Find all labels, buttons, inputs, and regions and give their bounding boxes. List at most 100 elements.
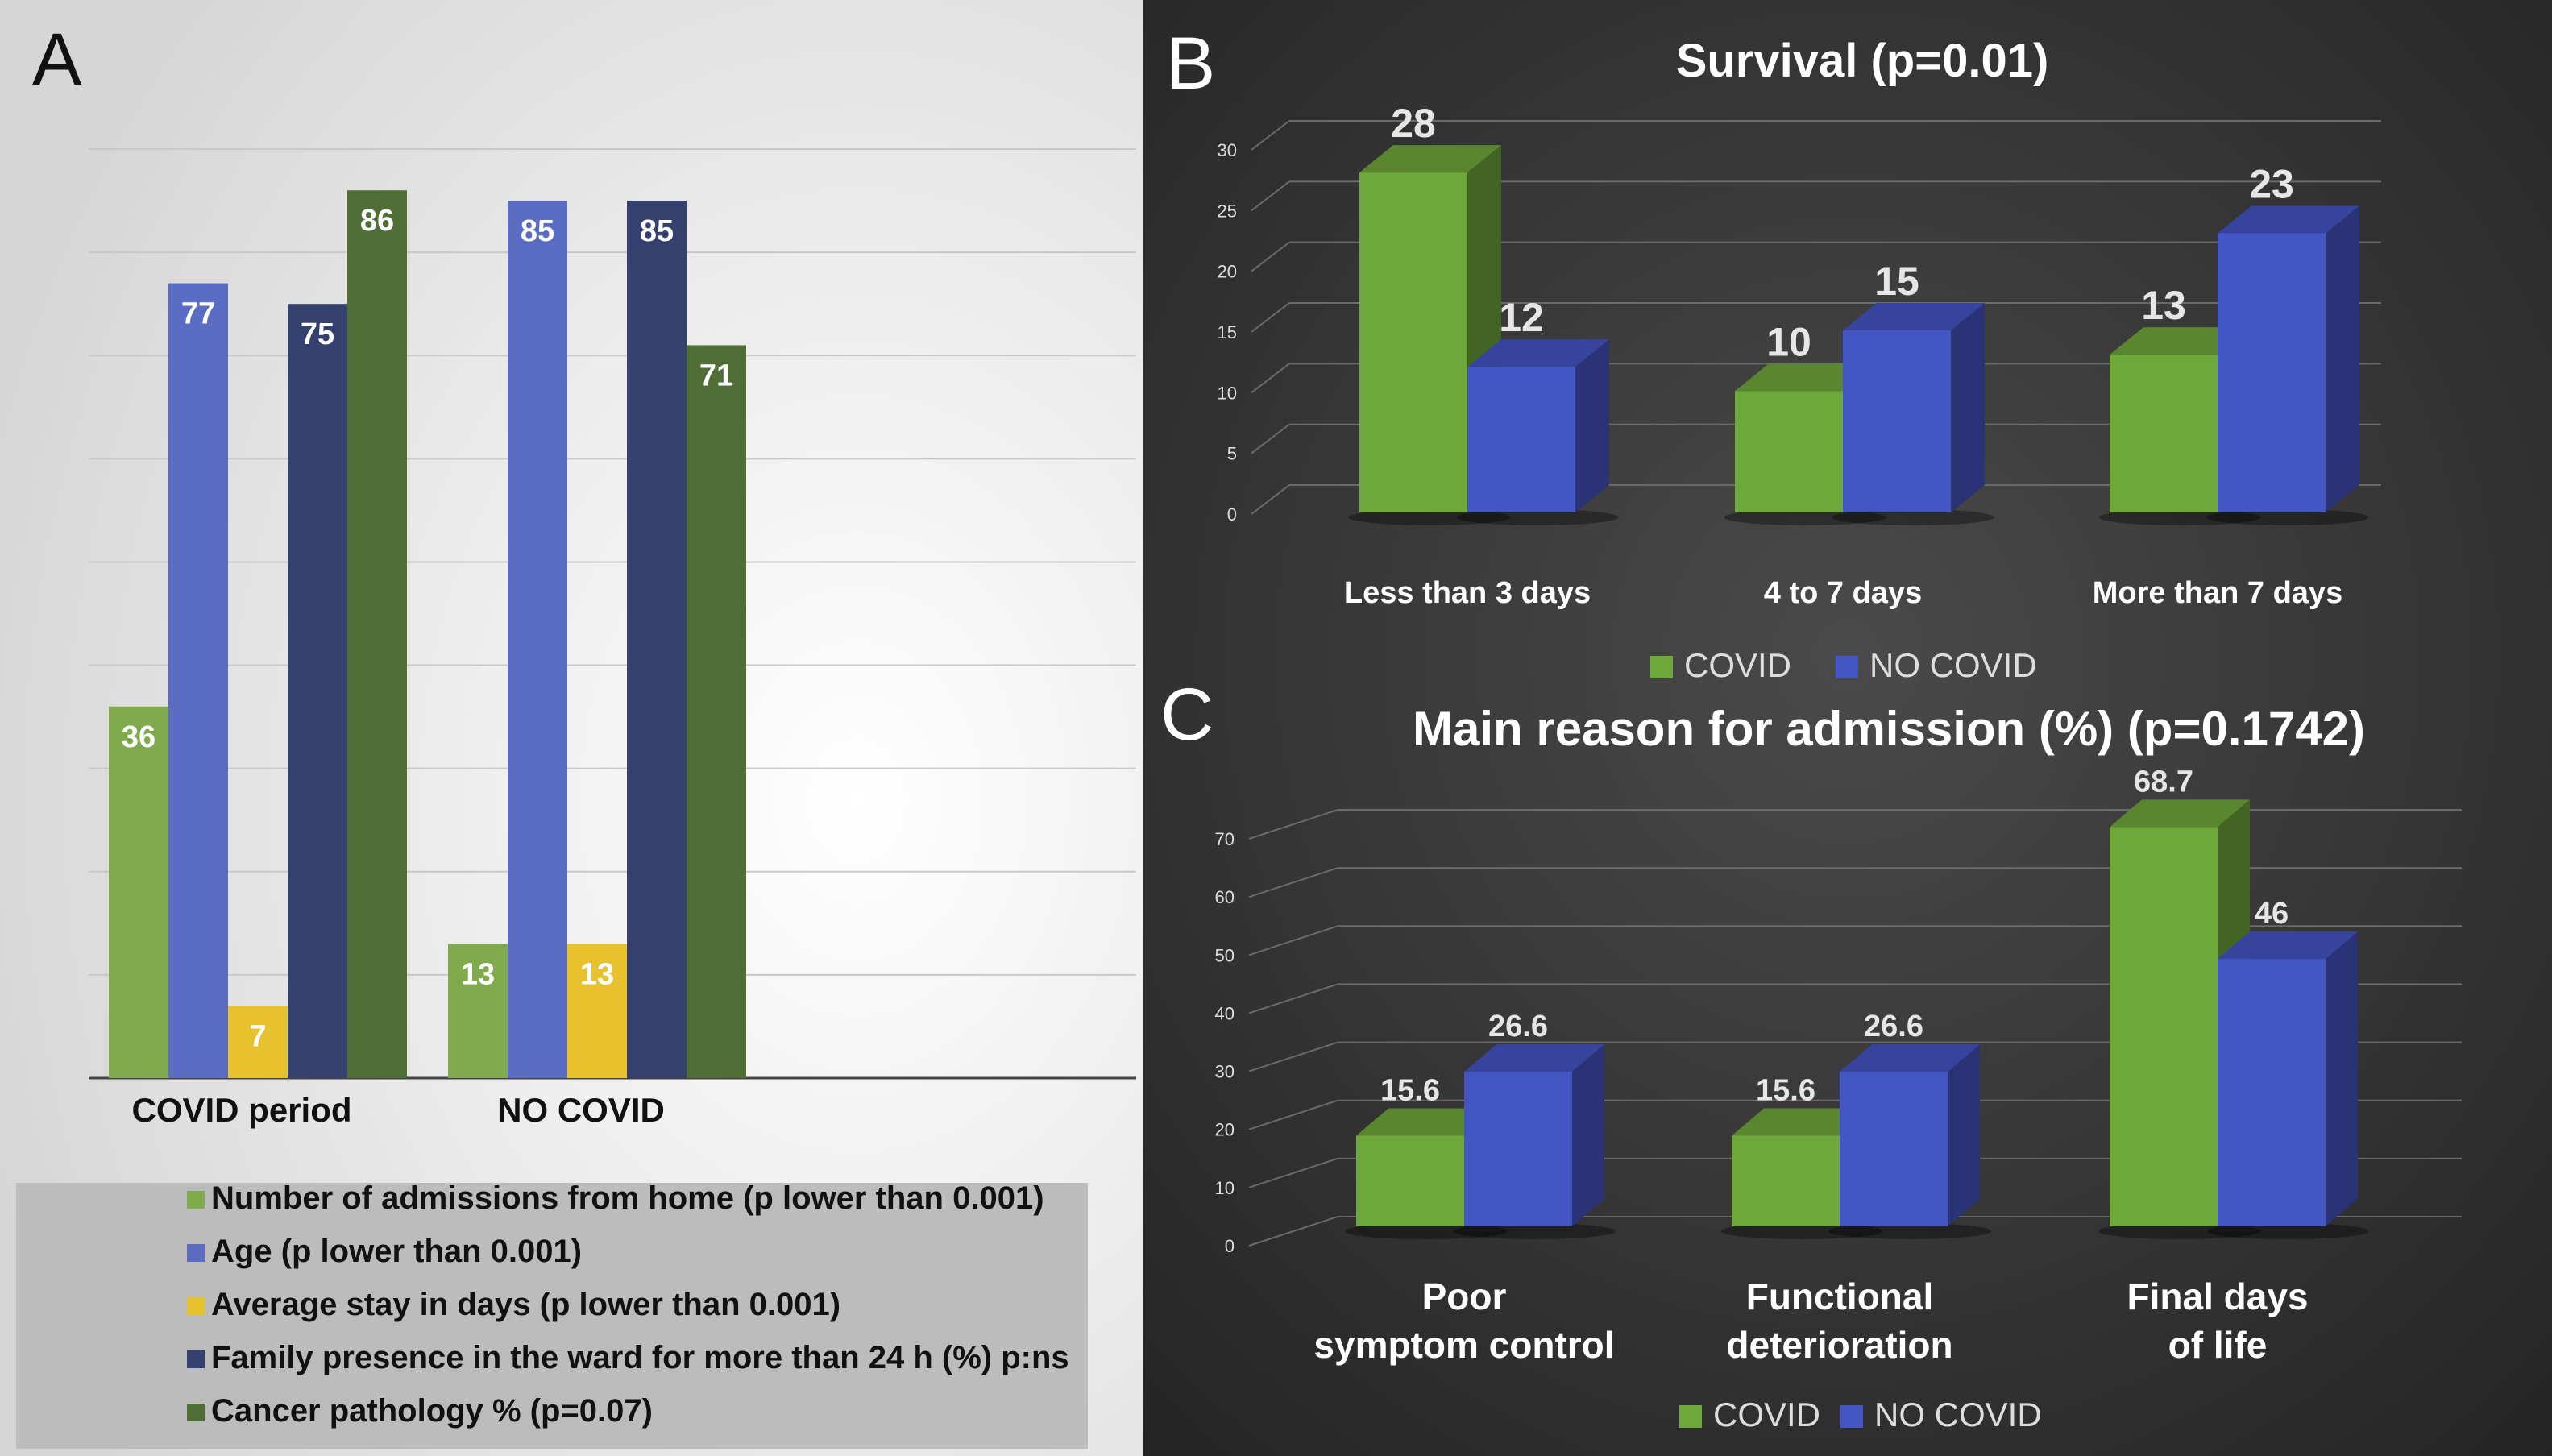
bar [1843, 330, 1951, 512]
legend-swatch [1679, 1405, 1702, 1428]
category-label: Functional [1746, 1276, 1934, 1317]
bar [288, 304, 347, 1079]
gridline-diagonal [1251, 120, 1290, 151]
data-label: 75 [301, 317, 334, 351]
data-label: 77 [181, 297, 215, 331]
category-label: of life [2168, 1324, 2268, 1366]
bar-top [2218, 931, 2358, 960]
chart-c-title: Main reason for admission (%) (p=0.1742) [1413, 702, 2365, 756]
y-tick-label: 30 [1215, 1062, 1235, 1082]
gridline-diagonal [1248, 925, 1338, 956]
bar-shadow [1345, 1223, 1508, 1239]
data-label: 71 [699, 359, 733, 392]
legend-swatch [1836, 656, 1858, 678]
gridline-diagonal [1251, 180, 1290, 212]
y-tick-label: 10 [1215, 1178, 1235, 1198]
gridline-diagonal [1248, 867, 1338, 898]
category-label: NO COVID [497, 1091, 665, 1129]
bar-top [1467, 339, 1609, 367]
legend-swatch [1650, 656, 1673, 678]
gridline-diagonal [1248, 809, 1338, 840]
legend-label: COVID [1713, 1396, 1820, 1433]
chart-b-title: Survival (p=0.01) [1676, 35, 2049, 87]
data-label: 15.6 [1380, 1073, 1440, 1107]
gridline-diagonal [1248, 1041, 1338, 1072]
bar-shadow [1453, 1223, 1616, 1239]
bar [228, 1006, 288, 1078]
bar [168, 283, 228, 1078]
bar-side [2326, 931, 2358, 1226]
data-label: 26.6 [1488, 1010, 1548, 1043]
panel-label-a: A [32, 19, 82, 101]
bar [1356, 1135, 1464, 1226]
data-label: 46 [2255, 897, 2289, 931]
data-label: 36 [122, 720, 156, 754]
legend-label: Number of admissions from home (p lower … [211, 1180, 1044, 1216]
bar [2218, 233, 2326, 512]
bar [1735, 391, 1843, 512]
legend-swatch [187, 1191, 205, 1209]
bar-top [1840, 1044, 1980, 1072]
data-label: 23 [2249, 161, 2294, 206]
gridline-diagonal [1251, 241, 1290, 272]
panel-label-c: C [1160, 674, 1214, 756]
bar-top [1735, 363, 1877, 392]
bar-top [1732, 1108, 1872, 1136]
legend-swatch [187, 1350, 205, 1368]
bar-shadow [1720, 1223, 1883, 1239]
chart-c: 0 10 20 30 40 50 60 70 15.6 26.6 Poor symptom contr… [1215, 765, 2462, 1433]
gridline-diagonal [1248, 983, 1338, 1014]
category-label: symptom control [1313, 1324, 1614, 1366]
bar-shadow [2098, 1223, 2261, 1239]
bar-top [1359, 145, 1501, 173]
bar [1359, 172, 1467, 512]
data-label: 13 [461, 957, 495, 991]
bar [508, 201, 567, 1079]
chart-b: 0 5 10 15 20 25 30 28 12 Less than 3 days 10 15 4 to… [1218, 101, 2381, 684]
bar-shadow [1724, 509, 1886, 525]
data-label: 28 [1391, 101, 1436, 146]
legend-label: NO COVID [1874, 1396, 2042, 1433]
legend-label: Cancer pathology % (p=0.07) [211, 1393, 653, 1429]
category-label: Less than 3 days [1344, 576, 1591, 610]
y-tick-label: 40 [1215, 1003, 1235, 1023]
bar-shadow [1348, 509, 1511, 525]
bar [2110, 355, 2218, 512]
y-tick-label: 70 [1215, 829, 1235, 849]
bar [2110, 827, 2218, 1226]
category-label: Poor [1422, 1276, 1507, 1317]
data-label: 15.6 [1756, 1073, 1815, 1107]
bar-top [1356, 1108, 1496, 1136]
bar [347, 190, 407, 1079]
category-label: deterioration [1726, 1324, 1952, 1366]
bar-side [1575, 339, 1609, 512]
category-label: More than 7 days [2093, 576, 2342, 610]
legend-label: Family presence in the ward for more tha… [211, 1340, 1069, 1375]
data-label: 26.6 [1864, 1010, 1923, 1043]
y-tick-label: 15 [1218, 322, 1237, 342]
y-tick-label: 5 [1227, 444, 1237, 464]
legend-label: Average stay in days (p lower than 0.001… [211, 1287, 840, 1322]
bar-top [2218, 205, 2359, 234]
data-label: 85 [640, 214, 674, 248]
bar [109, 706, 168, 1078]
bar-top [1843, 303, 1985, 330]
data-label: 10 [1766, 319, 1811, 364]
category-label: Final days [2127, 1276, 2309, 1317]
data-label: 13 [580, 957, 614, 991]
bar [1840, 1072, 1948, 1226]
gridline-diagonal [1248, 1216, 1338, 1247]
y-tick-label: 0 [1225, 1236, 1235, 1256]
category-label: 4 to 7 days [1764, 576, 1922, 610]
bar-side [1948, 1044, 1980, 1226]
bar [2218, 959, 2326, 1226]
bar [627, 201, 687, 1079]
y-tick-label: 10 [1218, 383, 1237, 403]
bar-top [1464, 1044, 1604, 1072]
bar-shadow [2206, 1223, 2369, 1239]
data-label: 85 [521, 214, 554, 248]
bar-shadow [1832, 509, 1994, 525]
bar [687, 345, 746, 1078]
